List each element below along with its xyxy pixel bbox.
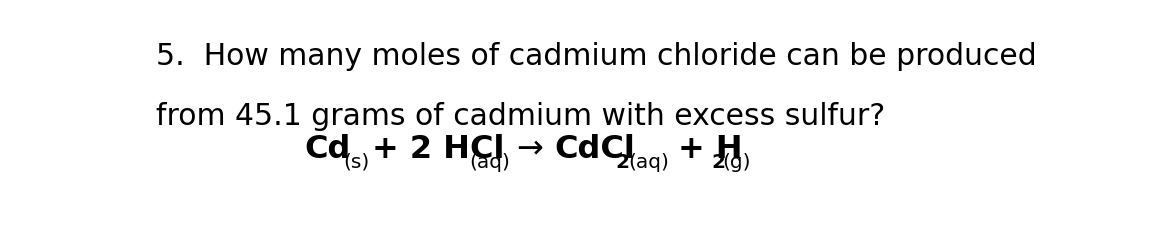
Text: (aq): (aq) bbox=[629, 153, 669, 172]
Text: 2: 2 bbox=[616, 153, 630, 172]
Text: 5.  How many moles of cadmium chloride can be produced: 5. How many moles of cadmium chloride ca… bbox=[156, 42, 1037, 71]
Text: 2: 2 bbox=[712, 153, 726, 172]
Text: + H: + H bbox=[677, 134, 742, 164]
Text: (aq): (aq) bbox=[469, 153, 511, 172]
Text: →: → bbox=[517, 134, 543, 164]
Text: from 45.1 grams of cadmium with excess sulfur?: from 45.1 grams of cadmium with excess s… bbox=[156, 102, 885, 131]
Text: CdCl: CdCl bbox=[555, 134, 636, 164]
Text: (s): (s) bbox=[343, 153, 370, 172]
Text: (g): (g) bbox=[722, 153, 751, 172]
Text: Cd: Cd bbox=[304, 134, 350, 164]
Text: + 2 HCl: + 2 HCl bbox=[372, 134, 504, 164]
